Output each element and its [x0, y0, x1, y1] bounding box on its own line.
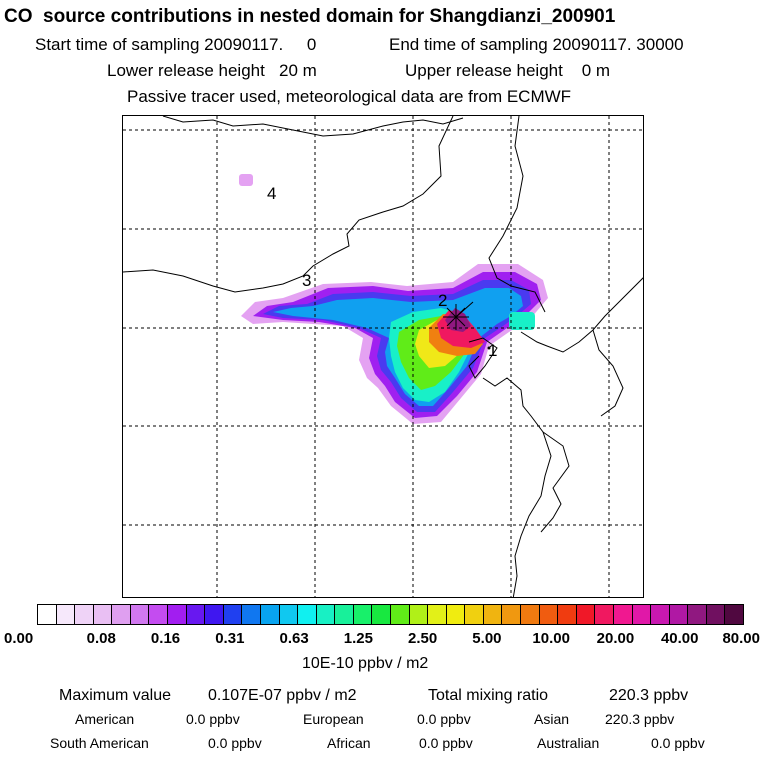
colorbar-swatch: [632, 605, 652, 624]
total-mixing-value: 220.3 ppbv: [609, 687, 689, 704]
colorbar-swatch: [186, 605, 206, 624]
colorbar-swatch: [168, 605, 187, 624]
colorbar-tick-label: 0.08: [86, 630, 116, 647]
colorbar-swatch: [93, 605, 113, 624]
colorbar-swatch: [298, 605, 317, 624]
region-value-american: 0.0 ppbv: [186, 711, 240, 727]
station-markers: [443, 301, 491, 350]
region-value-african: 0.0 ppbv: [419, 735, 473, 751]
concentration-plume: [239, 174, 548, 424]
colorbar-swatch: [112, 605, 131, 624]
colorbar-swatch: [669, 605, 689, 624]
region-name-european: European: [303, 711, 364, 727]
colorbar-swatch: [502, 605, 522, 624]
map-label-4: 4: [267, 184, 277, 203]
colorbar-swatch: [75, 605, 94, 624]
colorbar-swatch: [223, 605, 243, 624]
colorbar: [37, 604, 744, 625]
east-border: [123, 116, 454, 293]
colorbar-tick-label: 80.00: [722, 630, 760, 647]
colorbar-swatch: [465, 605, 484, 624]
peninsula-coast: [520, 277, 643, 353]
region-value-european: 0.0 ppbv: [417, 711, 471, 727]
colorbar-swatch: [335, 605, 354, 624]
colorbar-unit: 10E-10 ppbv / m2: [302, 655, 429, 672]
colorbar-swatch: [446, 605, 466, 624]
region-name-african: African: [327, 735, 371, 751]
upper-release-height-text: Upper release height 0 m: [405, 61, 611, 80]
colorbar-swatch: [576, 605, 596, 624]
region-name-american: American: [75, 711, 135, 727]
colorbar-swatch: [595, 605, 614, 624]
map-label-3: 3: [302, 271, 312, 290]
map-label-2: 2: [438, 291, 448, 310]
region-name-australian: Australian: [537, 735, 600, 751]
colorbar-tick-label: 0.16: [150, 630, 181, 647]
colorbar-swatch: [149, 605, 169, 624]
yellow-sea-coast: [540, 431, 570, 533]
colorbar-swatch: [390, 605, 410, 624]
colorbar-swatch: [539, 605, 559, 624]
colorbar-swatch: [613, 605, 633, 624]
coast-upper: [488, 116, 546, 313]
map-panel: 1 2 3 4: [122, 115, 644, 598]
map-title: CO source contributions in nested domain…: [4, 6, 616, 27]
colorbar-swatch: [260, 605, 280, 624]
map-canvas: [123, 116, 643, 597]
coast-south: [482, 377, 552, 597]
station-marker-2: [443, 301, 474, 330]
colorbar-swatch: [409, 605, 429, 624]
colorbar-swatch: [706, 605, 726, 624]
station-marker-1-dot: [487, 346, 491, 350]
colorbar-tick-label: 20.00: [596, 630, 635, 647]
bohai-coast: [468, 337, 498, 379]
colorbar-swatch: [521, 605, 540, 624]
region-name-asian: Asian: [534, 711, 570, 727]
map-grid: [123, 116, 643, 597]
colorbar-swatch: [725, 605, 743, 624]
region-name-south-american: South American: [50, 735, 149, 751]
end-time-text: End time of sampling 20090117. 30000: [389, 35, 684, 54]
colorbar-swatch: [316, 605, 336, 624]
map-label-1: 1: [488, 341, 498, 360]
colorbar-tick-label: 2.50: [408, 630, 438, 647]
colorbar-tick-label: 5.00: [472, 630, 502, 647]
colorbar-swatch: [483, 605, 503, 624]
plume-cell-north: [239, 174, 253, 186]
colorbar-swatch: [688, 605, 707, 624]
colorbar-swatch: [558, 605, 577, 624]
colorbar-swatch: [56, 605, 76, 624]
colorbar-tick-label: 40.00: [660, 630, 699, 647]
tracer-note-text: Passive tracer used, meteorological data…: [127, 87, 572, 106]
max-value-label: Maximum value: [59, 687, 172, 704]
region-value-south-american: 0.0 ppbv: [208, 735, 262, 751]
colorbar-swatch: [353, 605, 373, 624]
colorbar-swatch: [651, 605, 670, 624]
region-value-australian: 0.0 ppbv: [651, 735, 705, 751]
colorbar-swatch: [279, 605, 299, 624]
colorbar-swatch: [38, 605, 57, 624]
total-mixing-label: Total mixing ratio: [428, 687, 549, 704]
colorbar-tick-label: 10.00: [532, 630, 570, 647]
colorbar-swatch: [130, 605, 150, 624]
map-boundaries: [123, 116, 643, 597]
colorbar-swatch: [428, 605, 447, 624]
colorbar-tick-label: 0.00: [4, 630, 34, 647]
korea-coast: [592, 329, 624, 417]
northern-border: [162, 116, 464, 137]
plume-cell-east: [509, 312, 535, 330]
colorbar-tick-label: 1.25: [343, 630, 373, 647]
colorbar-tick-label: 0.63: [279, 630, 309, 647]
colorbar-swatch: [242, 605, 261, 624]
colorbar-swatch: [372, 605, 391, 624]
colorbar-tick-label: 0.31: [215, 630, 245, 647]
colorbar-swatch: [205, 605, 224, 624]
lower-release-height-text: Lower release height 20 m: [107, 61, 317, 80]
max-value: 0.107E-07 ppbv / m2: [208, 687, 357, 704]
start-time-text: Start time of sampling 20090117. 0: [35, 35, 317, 54]
region-value-asian: 220.3 ppbv: [605, 711, 675, 727]
